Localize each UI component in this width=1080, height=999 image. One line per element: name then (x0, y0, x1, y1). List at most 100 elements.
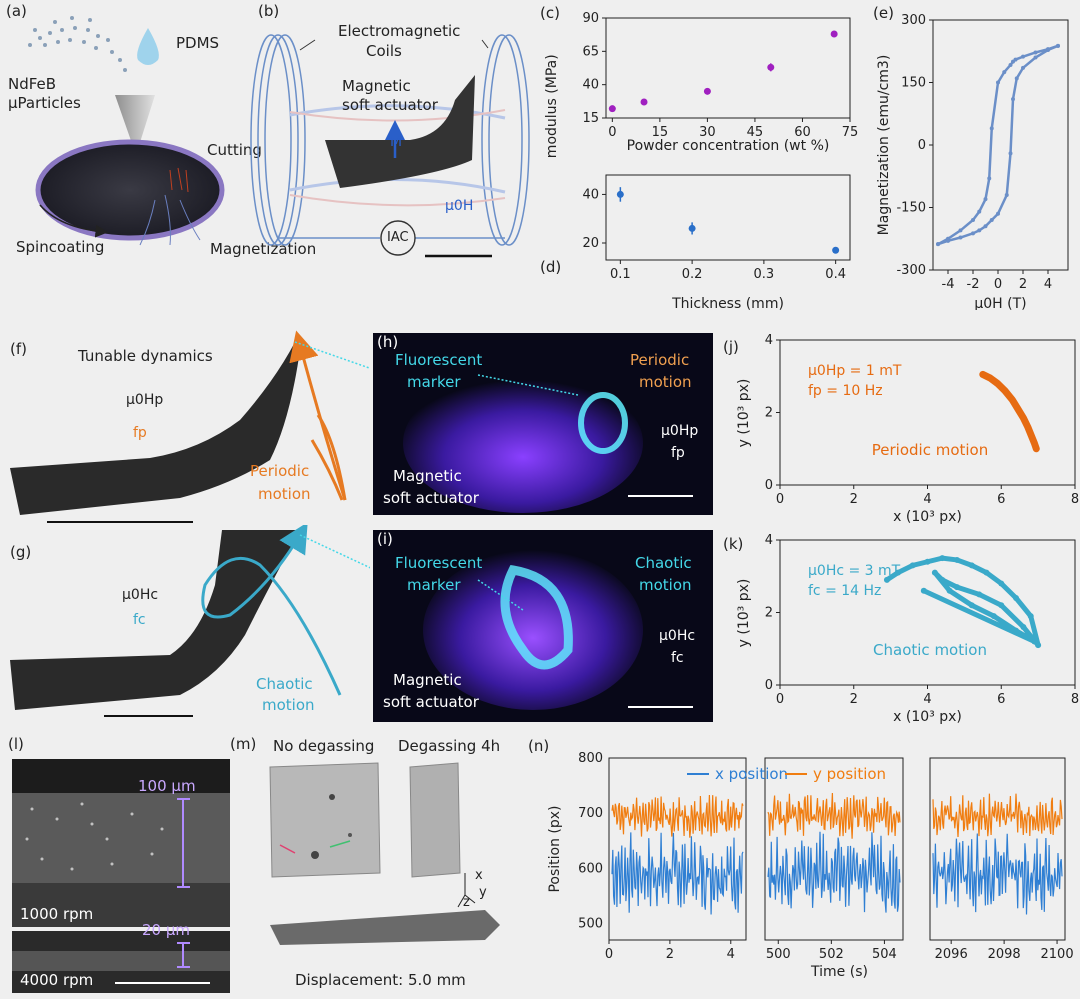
x-tick-label: 500 (766, 947, 791, 962)
freq-annotation: fc = 14 Hz (808, 583, 881, 599)
spin-arrow (39, 204, 109, 238)
y-tick-label: 600 (578, 861, 603, 876)
periodic-actuator-photo (10, 330, 376, 523)
data-point (1021, 54, 1025, 59)
coil-setup-illustration (250, 34, 530, 258)
label-pdms: PDMS (176, 34, 220, 52)
label-periodic-1: Periodic (250, 462, 310, 480)
legend-label: x position (715, 765, 788, 783)
series-line (767, 831, 901, 913)
panel-label-g: (g) (10, 543, 32, 561)
label-periodic-h2: motion (639, 373, 692, 391)
panel-l: (l) 100 μm 1000 rpm 20 μm 4000 rpm (0, 735, 235, 999)
label-chaotic-i2: motion (639, 576, 692, 594)
data-point (954, 584, 960, 591)
x-tick-label: 2098 (988, 947, 1021, 962)
label-no-degassing: No degassing (273, 737, 375, 755)
chart-k: 0 2 4 6 8 0 2 4 x (10³ px) y (10³ px) μ0Hc = 3 mT f… (736, 533, 1079, 725)
label-periodic-h1: Periodic (630, 351, 690, 369)
y-tick-label: -300 (896, 263, 926, 278)
x-tick-label: 0.1 (610, 267, 631, 282)
series-line (611, 832, 744, 915)
chart-c: 0 15 30 45 60 75 15 40 65 90 Powder concentration … (544, 11, 858, 160)
label-displacement: Displacement: 5.0 mm (295, 971, 466, 989)
label-field: μ0H (445, 198, 474, 214)
data-point (977, 228, 982, 233)
plot-frame (779, 339, 1076, 486)
fluorescence-image-h (403, 373, 693, 513)
data-point (996, 211, 1000, 216)
field-annotation: μ0Hc = 3 mT (808, 563, 901, 579)
y-tick-label: -150 (896, 201, 926, 216)
panel-label-h: (h) (377, 333, 399, 351)
data-point (1008, 63, 1013, 67)
x-tick-label: 6 (997, 492, 1005, 507)
data-point (909, 562, 916, 569)
y-tick-label: 0 (765, 678, 773, 693)
y-axis-label: Position (px) (547, 805, 563, 892)
x-axis-label: Thickness (mm) (671, 296, 784, 310)
x-tick-label: -4 (942, 277, 955, 292)
data-point (987, 176, 992, 181)
sem-4000rpm: 20 μm 4000 rpm (12, 921, 230, 993)
axis-label-x: x (475, 868, 483, 883)
data-point (1014, 76, 1019, 81)
label-freq-h: fp (671, 445, 685, 461)
x-tick-label: 504 (872, 947, 897, 962)
data-point (939, 576, 946, 583)
data-point (640, 98, 648, 106)
label-freq-c: fc (133, 612, 146, 628)
y-tick-label: 90 (582, 11, 599, 26)
x-tick-label: 45 (747, 125, 764, 140)
actuator-sheet (325, 75, 475, 188)
data-point (976, 591, 983, 598)
chart-n: 500 600 700 800 Position (px) 0 2 4 500 502 504 209… (547, 751, 1074, 980)
y-axis-label: Magnetization (emu/cm3) (876, 55, 892, 236)
x-tick-label: 0.3 (754, 267, 775, 282)
label-fluorescent-h: Fluorescent (395, 351, 483, 369)
x-tick-label: 4 (727, 947, 735, 962)
x-tick-label: 6 (997, 692, 1005, 707)
label-thickness-100: 100 μm (138, 777, 196, 795)
label-freq-p: fp (133, 425, 147, 441)
label-freq-i: fc (671, 650, 684, 666)
panel-label-j: (j) (723, 338, 739, 356)
data-point (931, 569, 938, 576)
panel-h-photo: (h) Fluorescent marker Periodic motion μ… (373, 333, 713, 515)
x-tick-label: 0.4 (825, 267, 846, 282)
x-axis-label: x (10³ px) (893, 709, 962, 725)
label-tunable-dynamics: Tunable dynamics (78, 347, 213, 365)
panel-a: (a) NdFeB μParticles PDMS Cutting Spinco… (0, 0, 316, 300)
x-axis-label: μ0H (T) (974, 296, 1026, 310)
label-degassing-4h: Degassing 4h (398, 737, 501, 755)
data-point (1013, 627, 1019, 634)
fluorescence-image-i (423, 550, 693, 710)
y-tick-label: 0 (765, 478, 773, 493)
data-point (939, 555, 946, 562)
data-point (954, 556, 960, 563)
panel-label-f: (f) (10, 340, 27, 358)
data-point (1056, 43, 1060, 48)
current-source (380, 220, 416, 256)
trajectory (979, 370, 1040, 453)
x-axis-label: x (10³ px) (893, 509, 962, 525)
y-tick-label: 65 (582, 44, 599, 59)
x-axis-label: Powder concentration (wt %) (627, 138, 830, 154)
data-point (1035, 642, 1042, 649)
data-point (968, 562, 975, 569)
data-point (1020, 414, 1027, 421)
chart-j: 0 2 4 6 8 0 2 4 x (10³ px) y (10³ px) μ0Hp = 1 mT f… (736, 333, 1079, 525)
data-point (983, 197, 988, 202)
data-point (924, 558, 931, 565)
label-field-c: μ0Hc (122, 587, 159, 603)
field-annotation: μ0Hp = 1 mT (808, 363, 902, 379)
series-line (767, 792, 901, 839)
panel-label-d: (d) (540, 258, 562, 276)
data-point (920, 587, 927, 594)
label-cutting: Cutting (207, 141, 262, 159)
label-chaotic-2: motion (262, 696, 315, 714)
data-point (1008, 151, 1013, 156)
chart-e: -4 -2 0 2 4 -300 -150 0 150 300 μ0H (T) Magnetizati… (876, 13, 1069, 310)
data-point (1013, 57, 1018, 62)
label-iac: IAC (387, 230, 409, 245)
